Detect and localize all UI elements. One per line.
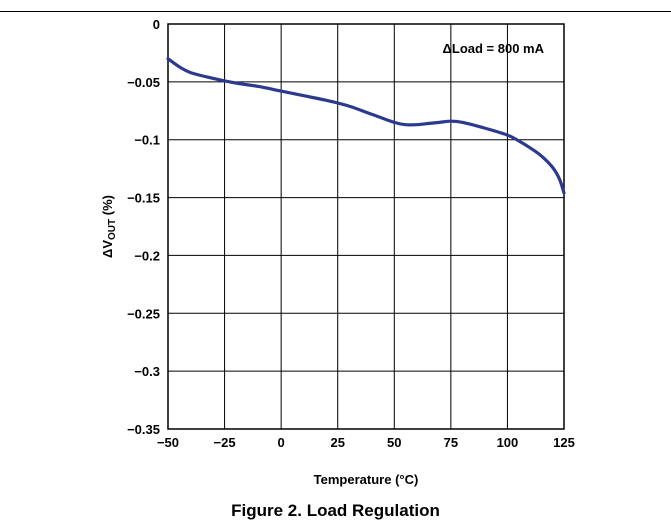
y-axis-title-subscript: OUT <box>107 219 118 240</box>
grid-lines <box>167 23 565 430</box>
y-tick-label: 0 <box>153 17 160 32</box>
y-tick-label: −0.2 <box>134 248 160 263</box>
x-tick-label: 125 <box>553 435 575 450</box>
x-tick-label: −25 <box>214 435 236 450</box>
x-tick-label: 25 <box>330 435 344 450</box>
x-tick-label: 75 <box>444 435 458 450</box>
y-tick-label: −0.3 <box>134 364 160 379</box>
y-tick-label: −0.35 <box>127 422 160 437</box>
x-tick-label: 0 <box>278 435 285 450</box>
y-axis-title: ΔVOUT (%) <box>100 195 118 258</box>
x-tick-label: 100 <box>497 435 519 450</box>
y-tick-label: −0.25 <box>127 306 160 321</box>
figure-caption: Figure 2. Load Regulation <box>231 501 440 520</box>
x-axis-title: Temperature (°C) <box>314 472 419 487</box>
y-tick-label: −0.15 <box>127 191 160 206</box>
x-tick-label: 50 <box>387 435 401 450</box>
load-annotation: ΔLoad = 800 mA <box>443 41 545 56</box>
top-rule <box>0 11 671 12</box>
y-axis-title-suffix: (%) <box>100 195 115 219</box>
y-tick-label: −0.05 <box>127 75 160 90</box>
x-tick-labels: −50 −25 0 25 50 75 100 125 <box>157 435 575 450</box>
plot-frame <box>167 23 565 430</box>
y-tick-label: −0.1 <box>134 133 160 148</box>
y-tick-labels: 0 −0.05 −0.1 −0.15 −0.2 −0.25 −0.3 −0.35 <box>127 17 160 437</box>
y-axis-title-prefix: ΔV <box>100 240 115 258</box>
series-line <box>166 57 566 195</box>
load-regulation-chart: 0 −0.05 −0.1 −0.15 −0.2 −0.25 −0.3 −0.35 −50 −25… <box>100 17 575 487</box>
x-tick-label: −50 <box>157 435 179 450</box>
